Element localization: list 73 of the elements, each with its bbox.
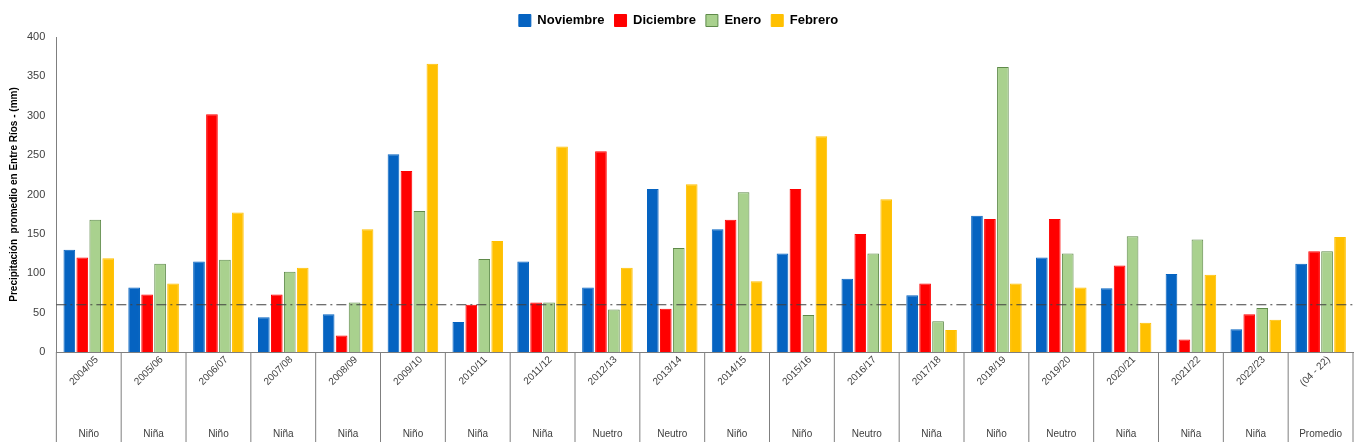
bar bbox=[1230, 329, 1243, 352]
y-tick-label: 50 bbox=[33, 305, 46, 318]
y-tick-label: 150 bbox=[26, 226, 46, 239]
y-tick-label: 300 bbox=[26, 108, 46, 121]
bar bbox=[1113, 265, 1126, 352]
bar bbox=[776, 253, 789, 352]
bar bbox=[1139, 322, 1152, 352]
bar bbox=[1035, 257, 1048, 352]
bar bbox=[1100, 288, 1113, 352]
bar bbox=[945, 329, 957, 352]
y-tick-label: 350 bbox=[26, 69, 46, 82]
bar bbox=[465, 304, 478, 352]
bar bbox=[815, 136, 828, 352]
bar bbox=[530, 302, 542, 352]
bar bbox=[206, 114, 218, 352]
bar bbox=[361, 229, 374, 352]
y-tick-label: 250 bbox=[26, 148, 46, 161]
bar bbox=[906, 295, 918, 352]
bar bbox=[1243, 314, 1256, 352]
bar bbox=[582, 287, 594, 352]
bar bbox=[789, 188, 802, 352]
y-tick-label: 100 bbox=[26, 266, 46, 279]
bar bbox=[1269, 319, 1282, 352]
bar bbox=[685, 184, 698, 352]
legend-label: Noviembre bbox=[537, 12, 605, 28]
bar bbox=[646, 188, 659, 352]
bar bbox=[128, 287, 140, 352]
bar bbox=[63, 249, 76, 352]
bar bbox=[621, 267, 633, 352]
bar bbox=[141, 294, 153, 352]
bar bbox=[880, 199, 893, 352]
y-axis-title: Precipitación promedio en Entre Ríos - (mm) bbox=[7, 87, 19, 302]
bar bbox=[711, 229, 724, 352]
bar bbox=[841, 278, 854, 352]
bar bbox=[257, 317, 270, 352]
bar bbox=[984, 218, 996, 352]
bar bbox=[102, 258, 115, 352]
bar bbox=[517, 261, 529, 352]
bar bbox=[971, 215, 983, 352]
bar bbox=[919, 283, 931, 352]
bar bbox=[556, 146, 568, 352]
bar bbox=[322, 314, 335, 352]
bar bbox=[1295, 263, 1307, 352]
bar bbox=[387, 154, 400, 352]
bar bbox=[724, 219, 737, 352]
bar bbox=[1010, 283, 1022, 352]
bar bbox=[491, 240, 504, 352]
bar bbox=[1204, 274, 1217, 352]
bar bbox=[1074, 287, 1087, 352]
legend-label: Diciembre bbox=[633, 12, 696, 28]
bar bbox=[270, 294, 283, 352]
legend-label: Febrero bbox=[789, 12, 839, 28]
bar bbox=[452, 322, 465, 352]
bar bbox=[167, 283, 179, 352]
bar bbox=[1308, 251, 1320, 352]
category-label: (04 - 22) Promedio bbox=[1297, 353, 1342, 439]
bar bbox=[1334, 237, 1346, 352]
y-tick-label: 200 bbox=[26, 187, 46, 200]
y-tick-label: 0 bbox=[39, 345, 46, 358]
legend-label: Enero bbox=[724, 12, 762, 28]
bar bbox=[1048, 218, 1061, 352]
bar bbox=[296, 267, 309, 352]
bar bbox=[232, 212, 244, 352]
bar bbox=[595, 151, 607, 352]
bar bbox=[400, 170, 413, 352]
y-tick-label: 400 bbox=[26, 30, 46, 43]
bar bbox=[426, 63, 439, 352]
bar bbox=[750, 281, 763, 352]
bar bbox=[1165, 274, 1178, 352]
bar bbox=[659, 308, 672, 352]
bar bbox=[193, 261, 205, 352]
bar bbox=[76, 257, 89, 352]
bar bbox=[854, 233, 867, 352]
